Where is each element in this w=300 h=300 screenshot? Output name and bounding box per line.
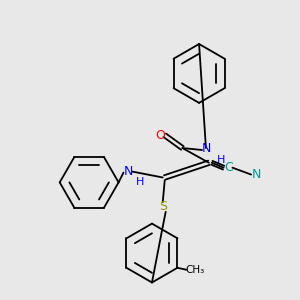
Text: O: O: [155, 129, 165, 142]
Text: H: H: [136, 177, 144, 188]
Text: N: N: [124, 165, 133, 178]
Text: CH₃: CH₃: [185, 265, 205, 275]
Text: N: N: [251, 168, 261, 181]
Text: S: S: [159, 200, 167, 213]
Text: N: N: [201, 142, 211, 154]
Text: H: H: [217, 155, 225, 165]
Text: C: C: [224, 161, 233, 174]
